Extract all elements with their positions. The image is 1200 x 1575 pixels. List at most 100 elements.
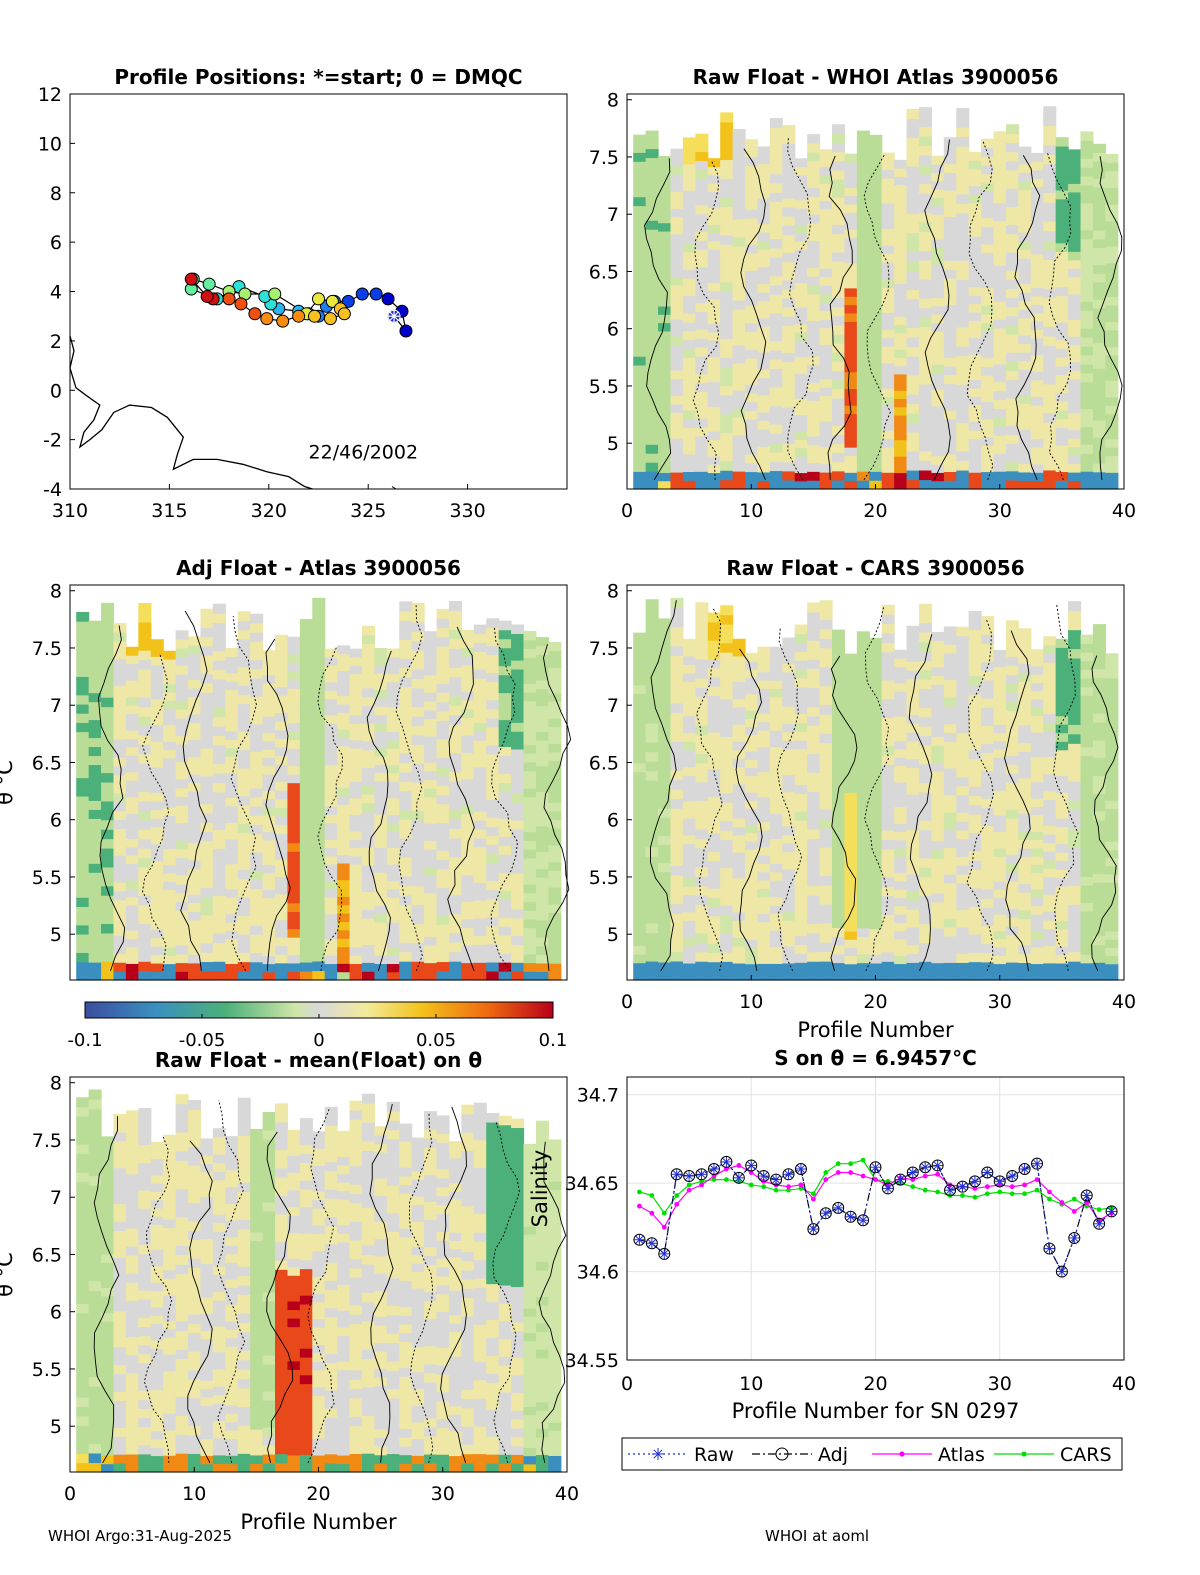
heatmap-cell xyxy=(707,768,721,779)
heatmap-cell xyxy=(894,963,908,973)
heatmap-cell xyxy=(832,361,846,372)
heatmap-cell xyxy=(1055,792,1069,802)
heatmap-cell xyxy=(869,851,883,861)
heatmap-cell xyxy=(1030,337,1044,347)
heatmap-cell xyxy=(968,823,982,833)
heatmap-cell xyxy=(200,636,214,647)
heatmap-cell xyxy=(312,932,326,943)
heatmap-cell xyxy=(1055,672,1069,683)
heatmap-cell xyxy=(1005,755,1019,765)
heatmap-cell xyxy=(163,765,177,775)
heatmap-cell xyxy=(76,1237,90,1248)
heatmap-cell xyxy=(968,337,982,347)
heatmap-cell xyxy=(918,848,933,859)
heatmap-cell xyxy=(993,184,1007,195)
heatmap-cell xyxy=(113,1418,127,1428)
heatmap-cell xyxy=(486,871,500,882)
heatmap-cell xyxy=(682,321,696,332)
heatmap-cell xyxy=(1092,704,1106,714)
heatmap-cell xyxy=(1005,953,1019,963)
heatmap-cell xyxy=(856,399,870,409)
heatmap-cell xyxy=(101,932,115,943)
heatmap-cell xyxy=(511,846,525,857)
heatmap-cell xyxy=(250,879,264,890)
heatmap-cell xyxy=(918,961,933,972)
heatmap-cell xyxy=(361,732,376,742)
heatmap-cell xyxy=(138,640,152,651)
heatmap-cell xyxy=(113,658,127,669)
heatmap-cell xyxy=(1030,404,1044,414)
heatmap-cell xyxy=(511,944,525,954)
heatmap-cell xyxy=(237,638,251,649)
heatmap-cell xyxy=(1005,361,1019,372)
heatmap-cell xyxy=(436,683,450,694)
heatmap-cell xyxy=(745,840,759,850)
heatmap-cell xyxy=(981,743,995,754)
heatmap-cell xyxy=(1018,698,1032,708)
heatmap-cell xyxy=(633,249,647,260)
heatmap-cell xyxy=(1092,264,1106,274)
heatmap-cell xyxy=(150,656,164,666)
heatmap-cell xyxy=(670,174,684,184)
heatmap-cell xyxy=(535,705,549,715)
heatmap-cell xyxy=(424,945,438,955)
heatmap-cell xyxy=(1055,920,1069,930)
heatmap-cell xyxy=(720,244,734,255)
heatmap-cell xyxy=(461,638,475,648)
heatmap-cell xyxy=(832,352,846,362)
heatmap-cell xyxy=(1092,290,1106,300)
heatmap-cell xyxy=(856,866,870,876)
heatmap-cell xyxy=(906,222,920,234)
heatmap-cell xyxy=(695,687,709,698)
heatmap-cell xyxy=(794,290,808,300)
heatmap-cell xyxy=(1005,233,1019,244)
heatmap-cell xyxy=(88,737,102,748)
heatmap-cell xyxy=(769,117,783,128)
heatmap-cell xyxy=(670,378,684,388)
heatmap-cell xyxy=(993,372,1007,383)
heatmap-cell xyxy=(1105,939,1119,948)
heatmap-cell xyxy=(1005,710,1019,720)
heatmap-cell xyxy=(1043,154,1057,165)
heatmap-cell xyxy=(200,775,214,786)
heatmap-cell xyxy=(968,906,982,917)
heatmap-cell xyxy=(424,814,438,824)
heatmap-cell xyxy=(993,682,1007,692)
heatmap-cell xyxy=(287,774,301,784)
heatmap-cell xyxy=(844,472,858,482)
heatmap-cell xyxy=(645,139,659,150)
heatmap-cell xyxy=(225,955,239,964)
heatmap-cell xyxy=(856,779,870,789)
heatmap-cell xyxy=(918,116,933,127)
heatmap-cell xyxy=(150,775,164,785)
heatmap-cell xyxy=(720,215,734,226)
heatmap-cell xyxy=(200,794,214,805)
heatmap-cell xyxy=(832,743,846,753)
heatmap-cell xyxy=(262,658,276,668)
heatmap-cell xyxy=(993,905,1007,915)
heatmap-cell xyxy=(981,401,995,411)
heatmap-cell xyxy=(386,963,400,973)
heatmap-cell xyxy=(745,685,759,695)
heatmap-cell xyxy=(548,827,562,837)
heatmap-cell xyxy=(881,152,895,162)
heatmap-cell xyxy=(832,379,846,390)
heatmap-cell xyxy=(633,650,647,660)
heatmap-cell xyxy=(794,775,808,786)
heatmap-cell xyxy=(138,791,152,802)
heatmap-cell xyxy=(150,707,164,717)
heatmap-cell xyxy=(361,811,376,822)
heatmap-cell xyxy=(894,699,908,709)
heatmap-cell xyxy=(1080,660,1094,670)
heatmap-cell xyxy=(1105,195,1119,205)
heatmap-cell xyxy=(707,191,721,201)
heatmap-cell xyxy=(819,676,833,687)
heatmap-cell xyxy=(535,885,549,895)
heatmap-cell xyxy=(757,904,771,914)
heatmap-cell xyxy=(411,612,425,623)
heatmap-cell xyxy=(732,775,746,785)
heatmap-cell xyxy=(943,891,957,902)
heatmap-cell xyxy=(1080,919,1094,929)
heatmap-cell xyxy=(1068,208,1082,218)
heatmap-cell xyxy=(707,464,721,474)
